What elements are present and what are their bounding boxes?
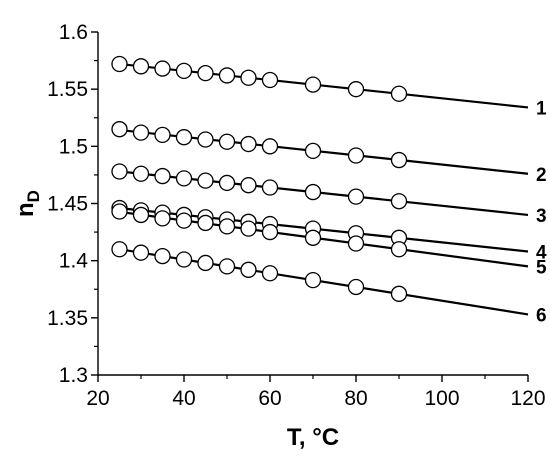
- data-point-3: [240, 177, 257, 194]
- data-point-2: [197, 131, 214, 148]
- data-point-5: [175, 212, 193, 229]
- series-label-2: 2: [536, 165, 547, 186]
- y-axis-title-main: n: [12, 202, 39, 217]
- data-point-5: [304, 229, 322, 246]
- data-point-1: [111, 55, 128, 73]
- data-point-6: [218, 258, 236, 275]
- data-point-5: [347, 235, 365, 252]
- data-point-2: [132, 124, 150, 141]
- data-point-6: [197, 254, 214, 272]
- data-points: [111, 55, 408, 302]
- data-point-3: [261, 179, 279, 196]
- x-tick-label: 20: [86, 387, 109, 410]
- data-point-6: [304, 271, 322, 289]
- data-point-3: [218, 174, 236, 192]
- data-point-3: [154, 167, 171, 185]
- data-point-3: [175, 170, 193, 187]
- data-point-5: [390, 241, 408, 258]
- series-label-6: 6: [536, 305, 547, 326]
- x-tick-label: 100: [424, 387, 459, 410]
- data-point-1: [132, 58, 150, 75]
- y-axis-title-subscript: D: [24, 190, 43, 202]
- series-label-1: 1: [536, 98, 547, 119]
- y-tick-label: 1.45: [47, 193, 88, 216]
- series-label-5: 5: [536, 257, 547, 278]
- series-labels: 1 2 3 45 6: [536, 98, 547, 326]
- y-axis-title: nD: [12, 190, 43, 217]
- axes: 20 40 60 80 100 120 1.3 1.35 1.4 1.45 1.5 1.55 1.6: [47, 21, 545, 410]
- x-tick-label: 40: [172, 387, 195, 410]
- data-point-5: [154, 210, 171, 227]
- y-tick-label: 1.6: [59, 21, 88, 44]
- data-point-3: [111, 163, 128, 180]
- x-tick-label: 80: [344, 387, 367, 410]
- data-point-2: [261, 138, 279, 155]
- series-label-3: 3: [536, 206, 547, 227]
- data-point-3: [390, 193, 408, 210]
- data-point-5: [240, 220, 257, 237]
- data-point-2: [347, 147, 365, 164]
- data-point-1: [218, 67, 236, 84]
- data-point-3: [197, 172, 214, 189]
- x-tick-label: 120: [510, 387, 545, 410]
- data-point-5: [132, 206, 150, 224]
- data-point-6: [240, 261, 257, 278]
- y-tick-label: 1.35: [47, 307, 88, 330]
- data-point-3: [304, 183, 322, 201]
- fit-lines: [119, 62, 529, 316]
- y-tick-label: 1.55: [47, 78, 88, 101]
- data-point-6: [132, 244, 150, 261]
- data-point-1: [304, 76, 322, 93]
- data-point-3: [347, 188, 365, 205]
- data-point-1: [240, 69, 257, 86]
- x-axis-title: T, °C: [287, 424, 339, 451]
- y-tick-label: 1.4: [59, 250, 89, 273]
- data-point-2: [240, 135, 257, 153]
- data-point-1: [347, 81, 365, 98]
- data-point-6: [261, 265, 279, 282]
- data-point-1: [154, 60, 171, 77]
- data-point-5: [111, 203, 128, 220]
- data-point-6: [347, 278, 365, 296]
- y-tick-label: 1.5: [59, 135, 88, 158]
- series-label-4: 4: [536, 243, 547, 264]
- data-point-5: [218, 218, 236, 235]
- data-point-1: [175, 62, 193, 80]
- data-point-2: [304, 142, 322, 160]
- data-point-2: [111, 121, 128, 138]
- data-point-1: [197, 65, 214, 82]
- data-point-3: [132, 165, 150, 182]
- data-point-6: [154, 247, 171, 265]
- data-point-2: [218, 133, 236, 150]
- data-point-5: [197, 214, 214, 232]
- x-tick-label: 60: [258, 387, 281, 410]
- data-point-2: [154, 126, 171, 144]
- data-point-6: [390, 285, 408, 302]
- data-point-1: [261, 71, 279, 89]
- data-point-2: [175, 129, 193, 146]
- data-point-5: [261, 223, 279, 241]
- data-point-2: [390, 151, 408, 169]
- data-point-6: [175, 251, 193, 268]
- data-point-1: [390, 85, 408, 102]
- y-tick-label: 1.3: [59, 364, 88, 387]
- data-point-6: [111, 241, 128, 258]
